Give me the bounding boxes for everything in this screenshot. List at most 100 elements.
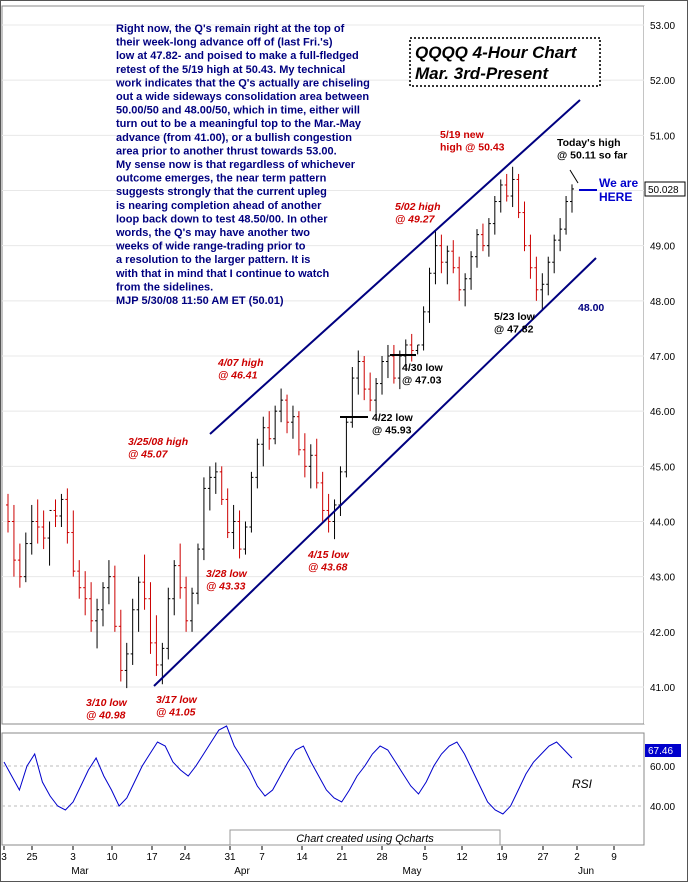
annotation-label: 5/02 high	[395, 201, 441, 213]
rsi-panel	[1, 732, 645, 846]
annotation-label: @ 45.07	[128, 449, 169, 461]
annotations: 3/10 low@ 40.98 3/17 low@ 41.05 3/25/08 hi…	[86, 129, 638, 722]
x-month-label: Apr	[234, 866, 250, 877]
price-tick-label: 44.00	[650, 518, 675, 529]
annotation-label: We are	[599, 176, 638, 190]
x-month-label: May	[403, 866, 422, 877]
annotation-label: @ 47.82	[494, 324, 534, 336]
x-tick-label: 7	[259, 852, 265, 863]
upper-channel-line	[209, 99, 581, 435]
annotation-label: @ 40.98	[86, 710, 126, 722]
x-tick-label: 27	[537, 852, 549, 863]
price-axis	[644, 6, 684, 724]
x-tick-label: 24	[179, 852, 191, 863]
x-tick-label: 12	[456, 852, 468, 863]
commentary-line: area prior to another thrust towards 53.…	[116, 145, 337, 157]
annotation-label: @ 43.33	[206, 581, 246, 593]
price-tick-label: 47.00	[650, 352, 675, 363]
x-axis: 3 25 3 10 17 24 31 7 14 21 28 5 12 19 27 2 9 Mar Apr May Jun	[1, 846, 617, 877]
rsi-tick-label: 60.00	[650, 762, 675, 773]
rsi-label: RSI	[572, 777, 593, 791]
x-tick-label: 19	[496, 852, 508, 863]
x-month-label: Mar	[71, 866, 89, 877]
commentary-line: suggests strongly that the current upleg	[116, 186, 327, 198]
commentary-line: from the sidelines.	[116, 281, 213, 293]
commentary-line: retest of the 5/19 high at 50.43. My tec…	[116, 64, 345, 76]
price-tick-label: 45.00	[650, 462, 675, 473]
x-tick-label: 31	[224, 852, 236, 863]
rsi-tick-label: 40.00	[650, 802, 675, 813]
footer-box	[229, 829, 501, 846]
x-tick-label: 3	[1, 852, 7, 863]
annotation-label: 3/10 low	[86, 697, 128, 709]
last-price-box	[644, 181, 686, 197]
annotation-label: @ 43.68	[308, 562, 348, 574]
commentary-line: out a wide sideways consolidation area b…	[116, 91, 369, 103]
price-tick-label: 51.00	[650, 131, 675, 142]
annotation-label: @ 50.11 so far	[557, 150, 627, 162]
price-tick-label: 49.00	[650, 242, 675, 253]
price-tick-label: 52.00	[650, 76, 675, 87]
commentary-line: their week-long advance off of (last Fri…	[116, 37, 333, 49]
annotation-label: @ 46.41	[218, 370, 258, 382]
commentary-line: outcome emerges, the near term pattern	[116, 173, 327, 185]
chart-subtitle: Mar. 3rd-Present	[415, 64, 550, 83]
x-tick-label: 2	[574, 852, 580, 863]
annotation-label: 4/07 high	[217, 357, 264, 369]
x-tick-label: 28	[376, 852, 388, 863]
price-tick-label: 46.00	[650, 407, 675, 418]
annotation-label: 5/23 low	[494, 311, 536, 323]
annotation-label: 3/25/08 high	[128, 436, 188, 448]
x-tick-label: 10	[106, 852, 118, 863]
annotation-label: 4/30 low	[402, 362, 444, 374]
annotation-label: @ 45.93	[372, 425, 412, 437]
annotation-label: 4/15 low	[307, 549, 350, 561]
x-month-label: Jun	[578, 866, 594, 877]
price-tick-label: 48.00	[650, 297, 675, 308]
price-tick-label: 53.00	[650, 21, 675, 32]
annotation-label: @ 41.05	[156, 707, 196, 719]
annotation-label: 3/17 low	[156, 694, 198, 706]
commentary-line: is nearing completion ahead of another	[116, 200, 322, 212]
price-tick-label: 41.00	[650, 683, 675, 694]
x-tick-label: 17	[146, 852, 158, 863]
price-tick-label: 43.00	[650, 573, 675, 584]
commentary-line: loop back down to test 48.50/00. In othe…	[116, 213, 328, 225]
price-panel	[1, 5, 645, 725]
annotation-label: 3/28 low	[206, 568, 248, 580]
title-box	[409, 37, 601, 87]
commentary-line: words, the Q's may have another two	[115, 227, 310, 239]
rsi-gridlines: 60.00 40.00	[2, 762, 675, 813]
commentary-line: work indicates that the Q's actually are…	[115, 77, 370, 89]
x-tick-label: 14	[296, 852, 308, 863]
rsi-last-value: 67.46	[648, 746, 673, 757]
annotation-label: @ 47.03	[402, 375, 442, 387]
annotation-label: 48.00	[578, 302, 604, 314]
price-tick-label: 42.00	[650, 628, 675, 639]
annotation-label: HERE	[599, 190, 632, 204]
commentary-line: MJP 5/30/08 11:50 AM ET (50.01)	[116, 295, 284, 307]
footer-credit: Chart created using Qcharts	[296, 833, 434, 845]
commentary-line: turn out to be a meaningful top to the M…	[116, 118, 362, 130]
rsi-last-box	[645, 744, 681, 757]
rsi-line	[3, 725, 573, 815]
commentary-text: Right now, the Q's remain right at the t…	[115, 23, 370, 307]
x-tick-label: 5	[422, 852, 428, 863]
annotation-label: high @ 50.43	[440, 142, 505, 154]
last-price-label: 50.028	[648, 185, 679, 196]
commentary-line: advance (from 41.00), or a bullish conge…	[116, 132, 352, 144]
commentary-line: low at 47.82- and poised to make a full-…	[116, 50, 359, 62]
candlestick-series	[6, 166, 574, 689]
commentary-line: weeks of wide range-trading prior to	[115, 241, 306, 253]
lower-channel-line	[153, 257, 597, 687]
commentary-line: Right now, the Q's remain right at the t…	[116, 23, 345, 35]
annotation-label: Today's high	[557, 137, 621, 149]
commentary-line: My sense now is that regardless of which…	[116, 159, 356, 171]
today-high-pointer	[569, 169, 579, 184]
x-tick-label: 3	[70, 852, 76, 863]
annotation-label: @ 49.27	[395, 214, 436, 226]
x-tick-label: 9	[611, 852, 617, 863]
annotation-label: 5/19 new	[440, 129, 485, 141]
